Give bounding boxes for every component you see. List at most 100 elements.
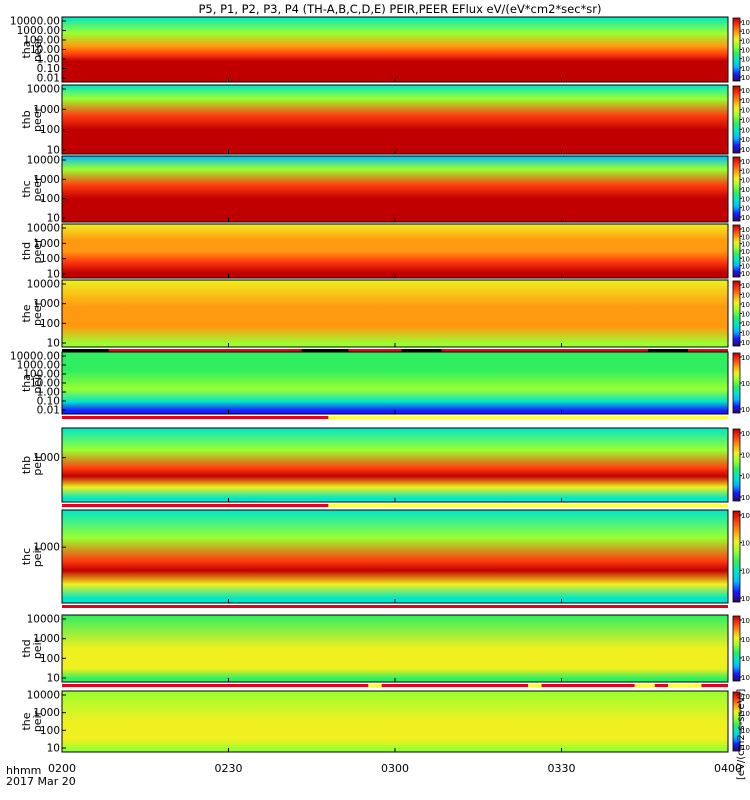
quality-flag-segment [328, 416, 728, 419]
colorbar-tick-label: 104 [741, 55, 750, 64]
panel-species-label: peir [31, 710, 44, 732]
y-tick-label: 1.00 [37, 387, 60, 399]
y-tick-label: 10000.00 [10, 351, 60, 363]
y-tick-label: 1000 [33, 707, 60, 719]
spectrogram-image [62, 17, 728, 82]
date-label: 2017 Mar 20 [6, 775, 76, 788]
colorbar-tick-label: 107 [741, 290, 750, 299]
y-tick-label: 100 [40, 253, 60, 265]
x-tick-label: 0200 [48, 762, 76, 775]
y-tick-label: 1000 [33, 238, 60, 250]
y-tick-label: 10000 [27, 155, 60, 167]
y-tick-label: 1000 [33, 298, 60, 310]
quality-flag-segment [668, 684, 702, 687]
y-tick-label: 0.10 [37, 396, 60, 408]
colorbar-tick-label: 108 [741, 18, 750, 27]
y-tick-label: 10 [47, 269, 60, 281]
colorbar-tick-label: 106 [741, 300, 750, 309]
colorbar-tick-label: 104 [741, 379, 750, 388]
y-tick-label: 100 [40, 318, 60, 330]
spectrogram-image [62, 428, 728, 502]
quality-flag-segment [301, 349, 349, 352]
panel-species-label: peer [31, 301, 44, 327]
colorbar-tick-label: 105 [741, 115, 750, 124]
panel-probe-label: thb [20, 110, 33, 128]
colorbar-tick-label: 104 [741, 654, 750, 663]
colorbar [732, 691, 741, 752]
colorbar-tick-label: 108 [741, 281, 750, 290]
colorbar-tick-label: 103 [741, 204, 750, 213]
panel-probe-label: thc [20, 180, 33, 197]
colorbar-tick-label: 103 [741, 64, 750, 73]
y-tick-label: 100 [40, 725, 60, 737]
panel-probe-label: the [20, 304, 33, 322]
colorbar [732, 17, 741, 82]
x-tick-label: 0330 [548, 762, 576, 775]
spectrogram-image [62, 85, 728, 154]
spectrogram-image [62, 156, 728, 222]
y-tick-label: 1000 [33, 104, 60, 116]
panel-probe-label: thd [20, 639, 33, 657]
colorbar-tick-label: 104 [741, 319, 750, 328]
colorbar-tick-label: 108 [741, 429, 750, 438]
x-tick-label: 0400 [714, 762, 742, 775]
y-tick-label: 10 [47, 213, 60, 225]
quality-flag-segment [648, 349, 689, 352]
y-tick-label: 1.00 [37, 54, 60, 66]
panel-probe-label: tha [20, 40, 33, 58]
y-tick-label: 10.00 [30, 44, 60, 56]
panel-probe-label: thb [20, 456, 33, 474]
colorbar-tick-label: 102 [741, 405, 750, 414]
quality-flag-segment [528, 684, 542, 687]
colorbar-tick-label: 108 [741, 616, 750, 625]
y-tick-label: 1000 [33, 452, 60, 464]
panel-species-label: peer [31, 238, 44, 264]
panel-species-label: peer [31, 37, 44, 63]
colorbar [732, 615, 741, 682]
spectrogram-image [62, 691, 728, 752]
y-tick-label: 10000.00 [10, 16, 60, 28]
panel-species-label: peir [31, 372, 44, 394]
colorbar-tick-label: 107 [741, 166, 750, 175]
y-tick-label: 10000 [27, 84, 60, 96]
y-tick-label: 10000 [27, 614, 60, 626]
colorbar-tick-label: 107 [741, 27, 750, 36]
colorbar-tick-label: 104 [741, 125, 750, 134]
y-tick-label: 10.00 [30, 378, 60, 390]
quality-flag-segment [401, 349, 442, 352]
panel-probe-label: tha [20, 374, 33, 392]
y-tick-label: 1000.00 [17, 25, 60, 37]
colorbar-tick-label: 102 [741, 493, 750, 502]
quality-flag-segment [654, 684, 669, 687]
quality-flag-segment [62, 349, 109, 352]
x-tick-label: 0300 [381, 762, 409, 775]
spectrogram-image [62, 510, 728, 603]
colorbar-tick-label: 102 [741, 145, 750, 154]
colorbar [732, 85, 741, 154]
colorbar [732, 510, 741, 603]
colorbar-tick-label: 108 [741, 511, 750, 520]
panel-species-label: peir [31, 637, 44, 659]
colorbar-tick-label: 103 [741, 328, 750, 337]
y-tick-label: 100 [40, 653, 60, 665]
y-tick-label: 10 [47, 338, 60, 350]
colorbar-tick-label: 106 [741, 539, 750, 548]
chart-title: P5, P1, P2, P3, P4 (TH-A,B,C,D,E) PEIR,P… [199, 2, 602, 16]
colorbar [732, 352, 741, 414]
colorbar-tick-label: 106 [741, 36, 750, 45]
quality-flag-segment [368, 684, 382, 687]
colorbar [732, 224, 741, 278]
quality-flag-segment [62, 349, 728, 352]
y-tick-label: 1000 [33, 174, 60, 186]
x-axis-label: hhmm [6, 764, 41, 777]
quality-flag-segment [701, 684, 728, 687]
y-tick-label: 100.00 [23, 369, 60, 381]
quality-flag-segment [634, 684, 655, 687]
colorbar-tick-label: 103 [741, 135, 750, 144]
panel-species-label: peir [31, 454, 44, 476]
